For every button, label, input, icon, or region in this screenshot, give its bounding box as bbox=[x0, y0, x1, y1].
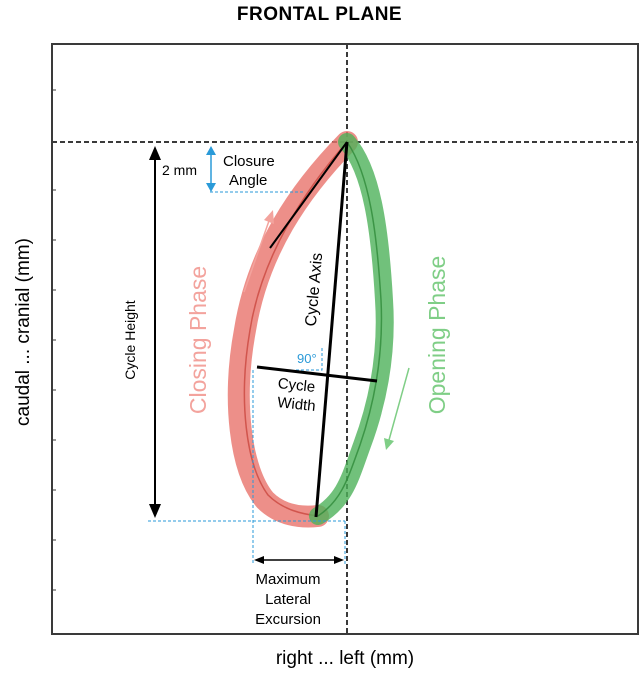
closure-angle-label-2: Angle bbox=[229, 172, 267, 189]
closure-angle-label-1: Closure bbox=[223, 153, 275, 170]
angle-label: 90° bbox=[297, 351, 317, 366]
excursion-label-3: Excursion bbox=[255, 611, 321, 628]
excursion-arrow bbox=[254, 556, 344, 564]
opening-phase-label: Opening Phase bbox=[424, 256, 450, 415]
opening-phase-trace bbox=[309, 133, 394, 525]
scale-label: 2 mm bbox=[162, 162, 197, 178]
scale-arrow bbox=[206, 146, 216, 192]
cycle-width-label-2: Width bbox=[277, 394, 317, 415]
cycle-axis-label: Cycle Axis bbox=[303, 252, 326, 327]
guide-lines bbox=[148, 191, 346, 565]
excursion-label-2: Lateral bbox=[265, 591, 311, 608]
x-axis-label: right ... left (mm) bbox=[275, 648, 415, 669]
cycle-height-label: Cycle Height bbox=[122, 300, 138, 379]
cycle-height-arrow bbox=[149, 146, 161, 518]
closure-angle-line bbox=[269, 141, 348, 249]
closing-phase-label: Closing Phase bbox=[185, 266, 211, 414]
cycle-axis-line bbox=[314, 141, 349, 518]
closing-direction-arrow bbox=[243, 210, 274, 293]
cycle-width-label-1: Cycle bbox=[277, 375, 316, 396]
y-axis-label: caudal ... cranial (mm) bbox=[13, 238, 34, 426]
diagram-title: FRONTAL PLANE bbox=[236, 4, 403, 25]
opening-direction-arrow bbox=[384, 367, 410, 450]
excursion-label-1: Maximum bbox=[255, 571, 320, 588]
cycle-width-line bbox=[256, 365, 378, 383]
